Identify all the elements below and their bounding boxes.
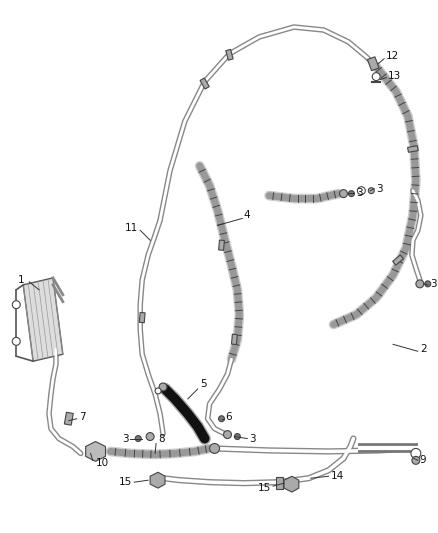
Text: 3: 3 <box>430 279 436 289</box>
Circle shape <box>155 388 161 394</box>
Text: 2: 2 <box>420 344 427 354</box>
Text: 6: 6 <box>226 411 232 422</box>
Text: 11: 11 <box>125 223 138 233</box>
Bar <box>367 57 379 71</box>
Bar <box>232 334 237 344</box>
Bar <box>226 50 233 60</box>
Text: 3: 3 <box>249 433 256 443</box>
Text: 5: 5 <box>200 379 206 389</box>
Circle shape <box>12 337 20 345</box>
Bar <box>200 78 209 89</box>
Text: 9: 9 <box>420 455 427 465</box>
Polygon shape <box>284 476 299 492</box>
Text: 14: 14 <box>331 471 344 481</box>
Polygon shape <box>150 472 165 488</box>
Text: 7: 7 <box>79 411 85 422</box>
Circle shape <box>368 188 374 193</box>
Bar <box>392 255 403 265</box>
Text: 3: 3 <box>122 433 129 443</box>
Bar <box>276 477 283 489</box>
Circle shape <box>234 433 240 440</box>
Text: 3: 3 <box>357 188 363 198</box>
Bar <box>139 312 145 322</box>
Circle shape <box>210 443 219 454</box>
Bar <box>64 412 73 425</box>
Text: 4: 4 <box>244 211 250 221</box>
Circle shape <box>412 456 420 464</box>
Bar <box>219 240 224 251</box>
Circle shape <box>372 72 380 80</box>
Text: 8: 8 <box>158 433 165 443</box>
Circle shape <box>357 187 365 195</box>
Bar <box>408 146 418 152</box>
Circle shape <box>416 280 424 288</box>
Text: 13: 13 <box>388 70 401 80</box>
Circle shape <box>135 435 141 441</box>
Circle shape <box>349 191 354 197</box>
Circle shape <box>219 416 225 422</box>
Circle shape <box>12 301 20 309</box>
Polygon shape <box>86 441 106 462</box>
Circle shape <box>425 281 431 287</box>
Text: 1: 1 <box>18 275 25 285</box>
Circle shape <box>223 431 231 439</box>
Text: 3: 3 <box>376 184 383 193</box>
Polygon shape <box>23 278 63 361</box>
Text: 12: 12 <box>386 51 399 61</box>
Circle shape <box>159 383 167 391</box>
Circle shape <box>146 433 154 440</box>
Circle shape <box>411 448 421 458</box>
Text: 15: 15 <box>258 483 271 493</box>
Circle shape <box>339 190 347 198</box>
Text: 15: 15 <box>119 477 132 487</box>
Text: 10: 10 <box>95 458 109 469</box>
